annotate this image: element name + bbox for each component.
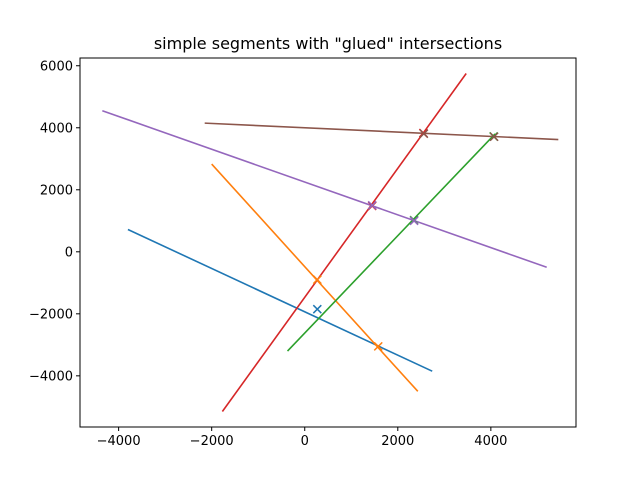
intersection-marker-11 <box>489 132 499 142</box>
x-axis: −4000 −2000 0 2000 4000 <box>97 427 507 449</box>
intersection-marker-1 <box>312 304 322 314</box>
marker-layer <box>312 128 499 351</box>
intersection-marker-2 <box>312 275 322 285</box>
intersection-marker-9 <box>409 216 419 226</box>
y-tick-label: 2000 <box>40 183 73 198</box>
y-axis: −4000 −2000 0 2000 4000 6000 <box>29 59 80 384</box>
segment-line-5 <box>102 109 547 269</box>
x-tick-label: 0 <box>301 434 309 449</box>
series-layer <box>102 73 559 412</box>
intersection-marker-10 <box>419 129 429 139</box>
intersection-marker-8 <box>367 200 377 210</box>
y-tick-label: 4000 <box>40 121 73 136</box>
y-tick-label: −4000 <box>29 369 73 384</box>
y-tick-label: 6000 <box>40 59 73 74</box>
x-tick-label: 4000 <box>474 434 507 449</box>
segment-line-1 <box>127 228 433 372</box>
x-tick-label: −4000 <box>97 434 141 449</box>
segment-line-6 <box>204 122 559 141</box>
plot-frame <box>79 57 577 428</box>
intersection-marker-3 <box>373 341 383 351</box>
y-tick-label: 0 <box>65 245 73 260</box>
x-tick-label: −2000 <box>190 434 234 449</box>
chart-title: simple segments with "glued" intersectio… <box>154 34 502 53</box>
x-tick-label: 2000 <box>381 434 414 449</box>
segment-line-4 <box>221 73 467 412</box>
y-tick-label: −2000 <box>29 307 73 322</box>
segment-line-3 <box>286 133 496 352</box>
